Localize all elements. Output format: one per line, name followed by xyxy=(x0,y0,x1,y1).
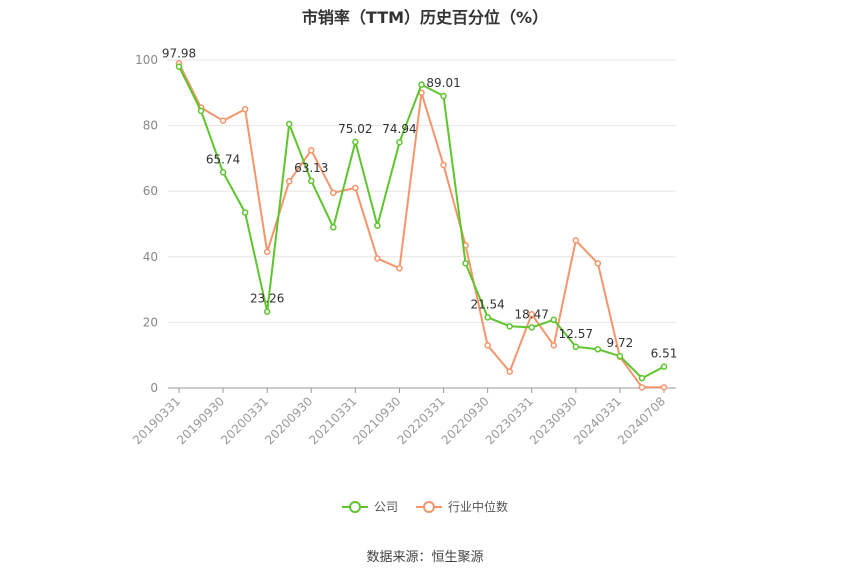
data-point-s0-8 xyxy=(352,138,359,146)
legend-marker-industry xyxy=(416,500,442,513)
data-point-s0-1 xyxy=(197,107,205,115)
data-source: 数据来源：恒生聚源 xyxy=(366,550,484,565)
data-point-s0-22 xyxy=(660,363,668,370)
data-point-s0-6 xyxy=(308,177,315,185)
data-label-8: 75.02 xyxy=(338,122,372,136)
data-point-s1-5 xyxy=(285,178,293,185)
data-label-12: 89.01 xyxy=(426,76,460,90)
data-point-s0-11 xyxy=(418,81,425,88)
data-label-2: 65.74 xyxy=(206,152,240,166)
data-point-s1-16 xyxy=(528,310,535,318)
data-label-0: 97.98 xyxy=(162,47,196,61)
x-tick-label-20240708: 20240708 xyxy=(615,394,668,447)
legend-marker-company xyxy=(341,500,368,513)
y-tick-label-80: 80 xyxy=(143,119,158,133)
legend-label-industry: 行业中位数 xyxy=(448,500,509,514)
legend: 公司 行业中位数 xyxy=(0,498,850,515)
data-point-s0-15 xyxy=(506,323,513,330)
data-point-s1-21 xyxy=(638,384,646,391)
data-point-s0-13 xyxy=(462,260,469,267)
data-label-10: 74.94 xyxy=(382,122,416,136)
data-point-s0-16 xyxy=(528,324,535,331)
data-point-s1-3 xyxy=(241,105,249,113)
y-tick-label-100: 100 xyxy=(135,53,158,67)
legend-label-company: 公司 xyxy=(373,500,398,514)
data-point-s0-21 xyxy=(638,374,646,382)
data-point-s1-15 xyxy=(506,368,513,375)
data-label-4: 23.26 xyxy=(250,292,284,306)
data-point-s0-18 xyxy=(572,343,580,351)
data-point-s0-4 xyxy=(263,308,271,315)
legend-item-company[interactable]: 公司 xyxy=(341,498,398,515)
data-label-20: 9.72 xyxy=(607,336,634,350)
data-point-s0-9 xyxy=(374,222,381,229)
data-label-6: 63.13 xyxy=(294,161,328,175)
data-label-22: 6.51 xyxy=(651,347,678,361)
data-point-s0-19 xyxy=(594,346,602,353)
chart-title: 市销率（TTM）历史百分位（%） xyxy=(301,8,549,27)
data-point-s0-5 xyxy=(285,120,293,128)
data-point-s0-12 xyxy=(440,92,447,100)
data-point-s1-18 xyxy=(572,237,580,244)
data-label-18: 12.57 xyxy=(559,327,593,341)
data-point-s1-6 xyxy=(308,146,315,154)
data-point-s0-20 xyxy=(616,352,624,360)
data-point-s1-9 xyxy=(374,255,381,262)
data-point-s1-10 xyxy=(396,265,403,272)
y-tick-label-40: 40 xyxy=(143,250,158,264)
data-point-s0-10 xyxy=(396,138,403,146)
y-tick-label-20: 20 xyxy=(143,315,158,329)
data-point-s1-7 xyxy=(330,189,337,197)
data-point-s0-17 xyxy=(550,316,558,324)
data-point-s0-3 xyxy=(241,209,249,216)
data-point-s1-12 xyxy=(440,161,447,169)
data-point-s1-2 xyxy=(219,117,227,124)
data-point-s0-0 xyxy=(175,63,183,70)
legend-item-industry[interactable]: 行业中位数 xyxy=(416,498,508,515)
data-point-s1-22 xyxy=(660,384,668,391)
data-point-s1-8 xyxy=(352,184,359,192)
data-point-s1-17 xyxy=(550,342,558,349)
data-point-s1-14 xyxy=(484,342,491,349)
data-point-s1-19 xyxy=(594,260,602,267)
y-tick-label-0: 0 xyxy=(150,381,158,395)
data-point-s1-4 xyxy=(263,248,271,256)
data-label-16: 18.47 xyxy=(515,307,549,321)
y-tick-label-60: 60 xyxy=(143,184,158,198)
data-label-14: 21.54 xyxy=(470,297,504,311)
data-point-s0-14 xyxy=(484,314,491,321)
data-point-s0-2 xyxy=(219,169,227,176)
data-point-s0-7 xyxy=(330,224,337,231)
